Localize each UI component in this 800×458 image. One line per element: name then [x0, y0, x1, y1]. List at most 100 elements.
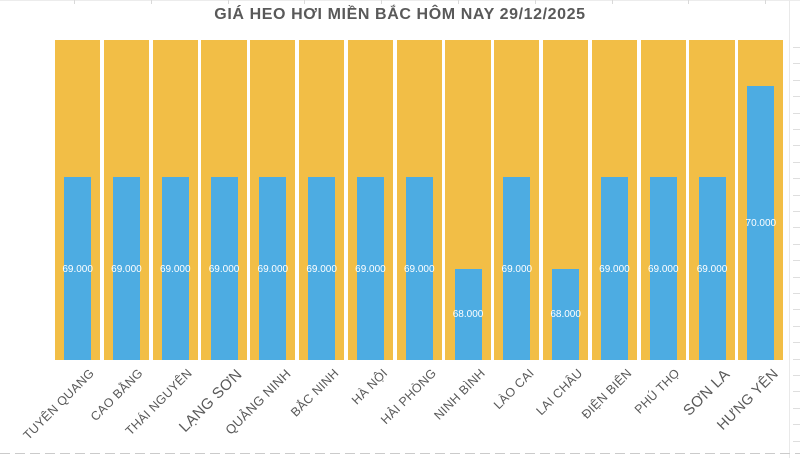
bar-value-label: 68.000	[452, 309, 484, 321]
category-label: HẢI PHÒNG	[377, 366, 439, 427]
category-column: 69.000	[640, 40, 686, 360]
price-bar: 69.000	[209, 177, 239, 360]
row-tick	[793, 309, 800, 310]
price-bar: 70.000	[746, 85, 776, 360]
row-tick	[793, 260, 800, 261]
row-tick	[793, 391, 800, 392]
category-column: 69.000	[250, 40, 296, 360]
row-tick	[793, 211, 800, 212]
row-tick	[793, 342, 800, 343]
row-tick	[793, 129, 800, 130]
sheet-top-gridline	[0, 0, 800, 1]
row-tick	[793, 375, 800, 376]
category-label: QUẢNG NINH	[221, 366, 294, 438]
category-label: ĐIỆN BIÊN	[578, 366, 635, 422]
category-column: 68.000	[543, 40, 589, 360]
sheet-right-gridline	[789, 0, 790, 458]
row-tick	[793, 145, 800, 146]
category-label: PHÚ THỌ	[632, 366, 683, 417]
price-bar: 69.000	[111, 177, 142, 360]
price-bar: 69.000	[404, 177, 435, 360]
price-bar: 69.000	[62, 177, 93, 360]
category-column: 69.000	[347, 40, 394, 360]
bar-value-label: 69.000	[599, 263, 630, 275]
category-column: 69.000	[689, 40, 735, 360]
category-label: HƯNG YÊN	[714, 366, 782, 434]
column-tick	[535, 0, 536, 4]
column-tick	[151, 0, 152, 4]
category-label: LAI CHÂU	[533, 366, 586, 419]
sheet-pagebreak-dashed-line	[0, 453, 800, 454]
category-label: LẠNG SƠN	[176, 366, 246, 436]
price-bar: 69.000	[160, 177, 191, 360]
price-bar: 69.000	[648, 177, 679, 360]
category-column: 69.000	[201, 40, 247, 360]
price-bar: 69.000	[306, 177, 337, 360]
price-bar: 69.000	[502, 177, 532, 360]
category-column: 69.000	[396, 40, 442, 360]
column-tick	[381, 0, 382, 4]
bar-value-label: 69.000	[355, 263, 386, 275]
row-tick	[793, 408, 800, 409]
row-tick	[793, 195, 800, 196]
category-column: 70.000	[738, 40, 784, 360]
category-column: 69.000	[494, 40, 540, 360]
category-label: SƠN LA	[680, 366, 734, 420]
bar-value-label: 69.000	[111, 263, 142, 275]
bar-value-label: 68.000	[550, 309, 581, 321]
row-tick	[793, 293, 800, 294]
row-tick	[793, 80, 800, 81]
price-bar: 69.000	[355, 177, 386, 360]
bar-value-label: 70.000	[745, 217, 777, 229]
column-tick	[74, 0, 75, 4]
row-tick	[793, 96, 800, 97]
category-label: BẮC NINH	[287, 366, 342, 420]
bar-value-label: 69.000	[501, 263, 533, 275]
bar-value-label: 69.000	[403, 263, 435, 275]
row-tick	[793, 63, 800, 64]
category-column: 68.000	[445, 40, 491, 360]
category-column: 69.000	[591, 40, 638, 360]
bar-value-label: 69.000	[62, 263, 93, 275]
category-column: 69.000	[103, 40, 150, 360]
bar-value-label: 69.000	[257, 263, 289, 275]
bar-value-label: 69.000	[696, 263, 728, 275]
category-column: 69.000	[299, 40, 345, 360]
category-label: CAO BẰNG	[88, 366, 147, 424]
chart-title: GIÁ HEO HƠI MIỀN BẮC HÔM NAY 29/12/2025	[214, 6, 586, 23]
category-column: 69.000	[55, 40, 101, 360]
category-column: 69.000	[152, 40, 198, 360]
price-bar: 69.000	[697, 177, 727, 360]
plot-area: 69.000 69.000 69.000 69.000 69.000 69.000 69.0…	[55, 40, 787, 360]
row-tick	[793, 244, 800, 245]
column-tick	[458, 0, 459, 4]
row-tick	[793, 113, 800, 114]
row-tick	[793, 47, 800, 48]
column-tick	[228, 0, 229, 4]
column-tick	[688, 0, 689, 4]
bar-value-label: 69.000	[306, 263, 337, 275]
column-tick	[304, 0, 305, 4]
row-tick	[793, 277, 800, 278]
row-tick	[793, 326, 800, 327]
price-bar: 68.000	[453, 268, 483, 360]
row-tick	[793, 359, 800, 360]
category-label: NINH BÌNH	[431, 366, 488, 423]
price-bar: 68.000	[550, 268, 581, 360]
row-tick	[793, 178, 800, 179]
bar-value-label: 69.000	[208, 263, 240, 275]
row-tick	[793, 441, 800, 442]
price-bar: 69.000	[599, 177, 630, 360]
row-tick	[793, 424, 800, 425]
category-label: TUYÊN QUANG	[20, 366, 98, 443]
bar-value-label: 69.000	[159, 263, 191, 275]
column-tick	[612, 0, 613, 4]
category-label: HÀ NỘI	[348, 366, 391, 408]
bar-value-label: 69.000	[647, 263, 679, 275]
row-tick	[793, 162, 800, 163]
category-label: LÀO CAI	[490, 366, 537, 412]
row-tick	[793, 227, 800, 228]
price-bar: 69.000	[258, 177, 288, 360]
category-label: THÁI NGUYÊN	[122, 366, 195, 439]
